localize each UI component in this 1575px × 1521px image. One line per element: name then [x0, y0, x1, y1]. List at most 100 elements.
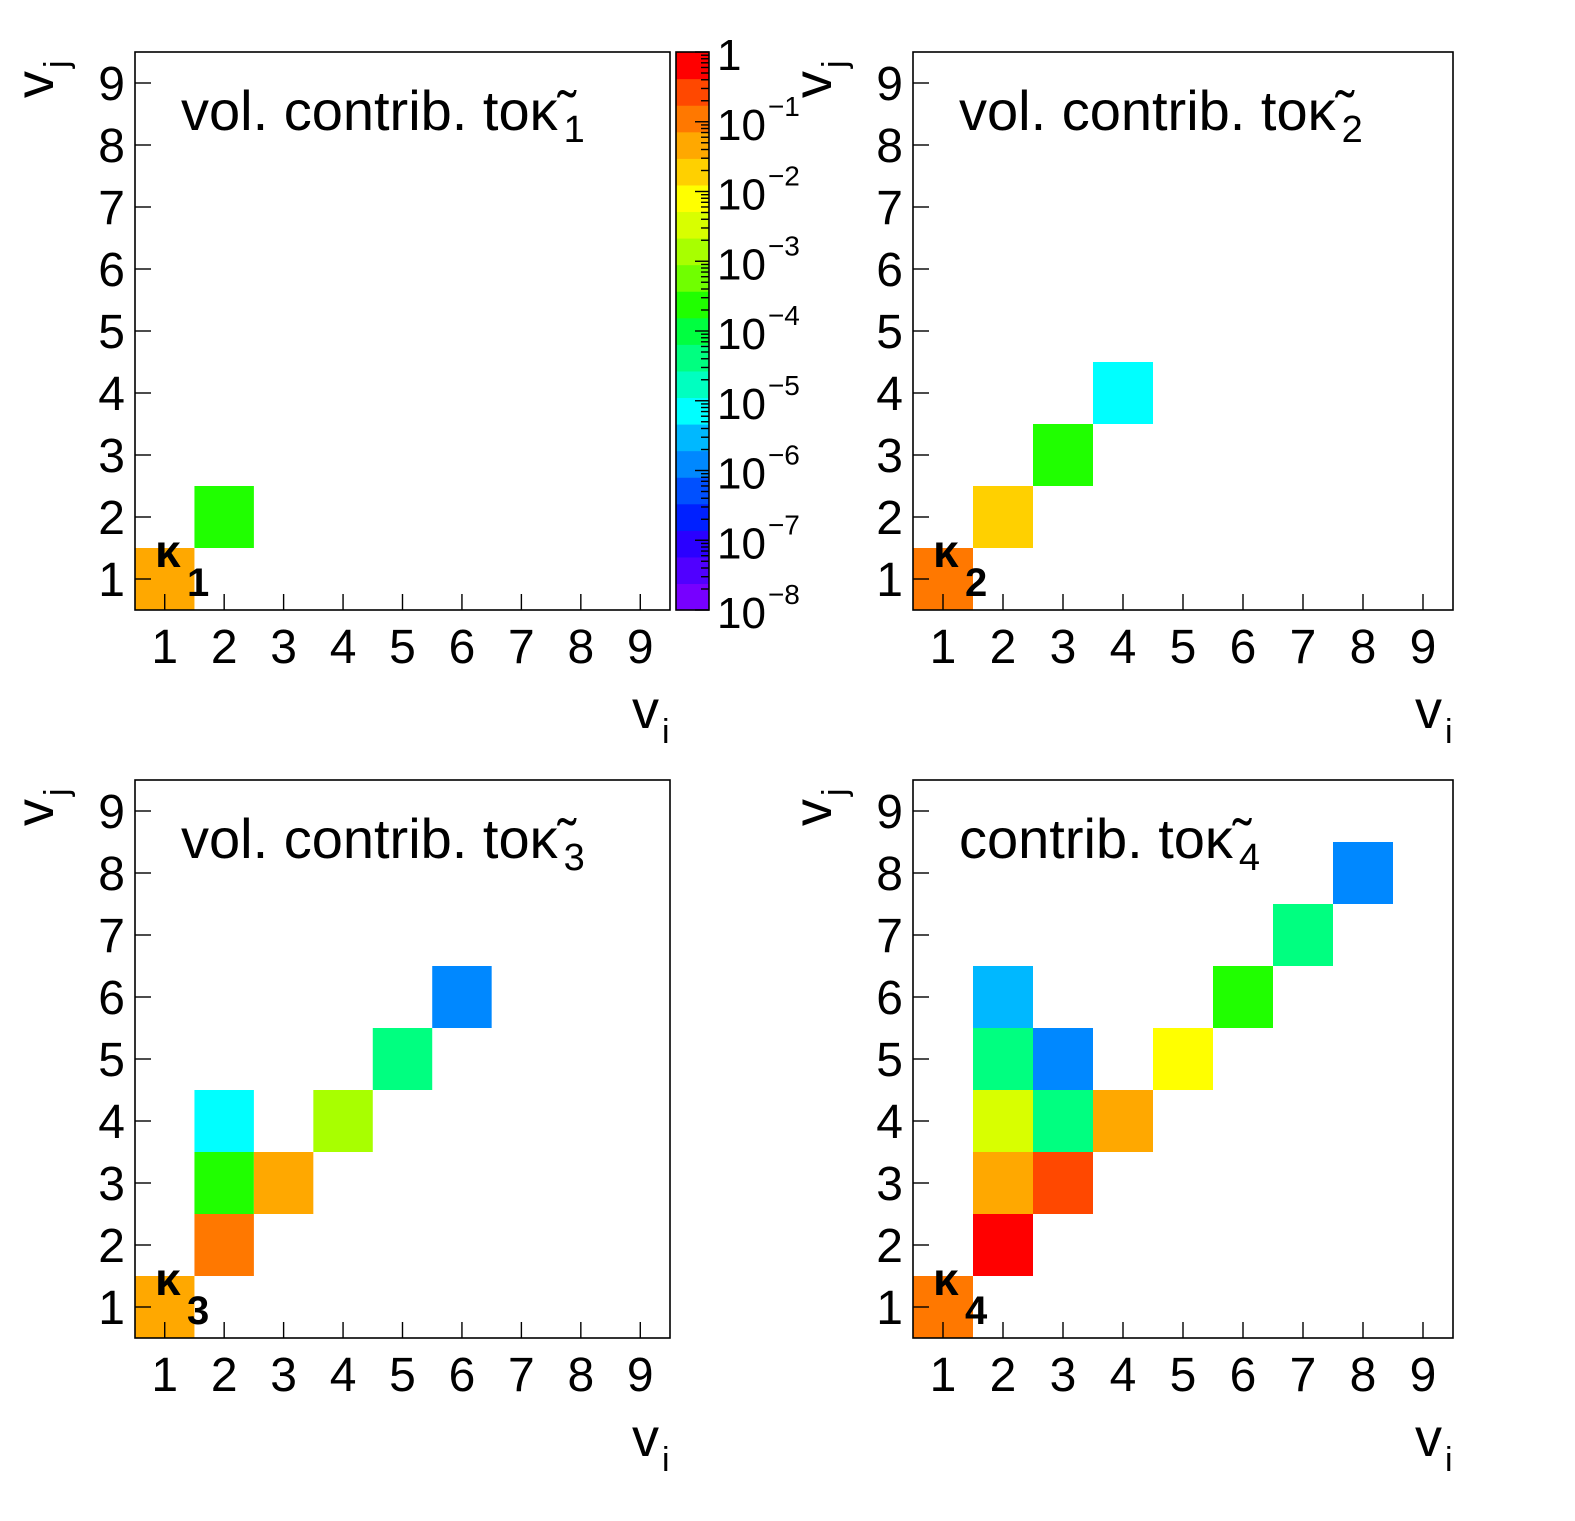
colorbar-segment — [676, 583, 709, 611]
heatmap-cell — [973, 486, 1033, 548]
y-tick-label: 3 — [876, 430, 903, 483]
heatmap-cell — [194, 1090, 254, 1152]
x-axis-label: v — [632, 1408, 659, 1468]
cumulant-label-sub: 2 — [965, 561, 987, 605]
cumulant-label-sub: 4 — [965, 1289, 988, 1333]
heatmap-cell — [1033, 1090, 1093, 1152]
x-tick-label: 5 — [389, 621, 416, 674]
y-tick-label: 6 — [98, 244, 125, 297]
y-axis-label: vj — [5, 60, 76, 98]
colorbar-tick-exponent: −8 — [768, 579, 800, 610]
panel-title: vol. contrib. to — [959, 79, 1308, 142]
panel-title: vol. contrib. to — [181, 79, 530, 142]
x-axis-label-sub: i — [1445, 713, 1453, 751]
x-tick-label: 5 — [1170, 1349, 1197, 1402]
x-tick-label: 8 — [1350, 1349, 1377, 1402]
heatmap-cell — [194, 1214, 254, 1276]
panel-title: contrib. to — [959, 807, 1205, 870]
y-axis-label-main: v — [783, 799, 843, 826]
colorbar-tick-label: 10 — [717, 380, 766, 429]
y-tick-label: 9 — [876, 58, 903, 111]
x-tick-label: 3 — [1050, 621, 1077, 674]
y-tick-label: 9 — [876, 786, 903, 839]
heatmap-cell — [973, 966, 1033, 1028]
heatmap-cell — [253, 1152, 314, 1214]
x-tick-label: 8 — [1350, 621, 1377, 674]
heatmap-cell — [973, 1028, 1033, 1090]
heatmap-cell — [1333, 842, 1393, 904]
heatmap-cell — [973, 1090, 1033, 1152]
colorbar-tick-exponent: −1 — [768, 91, 800, 122]
y-tick-label: 6 — [876, 244, 903, 297]
x-tick-label: 4 — [330, 1349, 357, 1402]
y-axis-label: vj — [5, 788, 76, 826]
y-tick-label: 1 — [98, 554, 125, 607]
heatmap-cell — [313, 1090, 373, 1152]
colorbar-tick-exponent: −3 — [768, 230, 800, 261]
colorbar-tick-exponent: −6 — [768, 440, 800, 471]
x-tick-label: 7 — [1290, 621, 1317, 674]
cumulant-label-sub: 1 — [187, 561, 209, 605]
y-tick-label: 8 — [98, 848, 125, 901]
y-axis-label-main: v — [5, 71, 65, 98]
colorbar: 10 −810 −710 −610 −510 −410 −310 −210 −11 — [675, 31, 800, 638]
y-tick-label: 2 — [876, 492, 903, 545]
heatmap-cell — [973, 1214, 1033, 1276]
x-tick-label: 7 — [508, 621, 535, 674]
x-tick-label: 2 — [990, 621, 1017, 674]
colorbar-tick-label: 10 — [717, 589, 766, 638]
colorbar-segment — [676, 105, 709, 133]
y-tick-label: 1 — [98, 1282, 125, 1335]
x-axis-label: v — [632, 680, 659, 740]
cumulant-label: κ — [155, 1253, 181, 1305]
y-tick-label: 9 — [98, 786, 125, 839]
y-tick-label: 1 — [876, 1282, 903, 1335]
y-tick-label: 3 — [876, 1158, 903, 1211]
y-tick-label: 7 — [98, 182, 125, 235]
colorbar-segment — [676, 131, 709, 159]
y-tick-label: 6 — [876, 972, 903, 1025]
x-tick-label: 8 — [567, 1349, 594, 1402]
colorbar-tick-exponent: −7 — [768, 509, 800, 540]
x-tick-label: 8 — [567, 621, 594, 674]
y-tick-label: 5 — [98, 306, 125, 359]
y-tick-label: 2 — [98, 492, 125, 545]
y-tick-label: 1 — [876, 554, 903, 607]
heatmap-cell — [1213, 966, 1273, 1028]
x-tick-label: 6 — [1230, 1349, 1257, 1402]
x-tick-label: 7 — [508, 1349, 535, 1402]
heatmap-cell — [1033, 424, 1093, 486]
y-tick-label: 8 — [98, 120, 125, 173]
y-tick-label: 3 — [98, 430, 125, 483]
y-tick-label: 8 — [876, 120, 903, 173]
x-tick-label: 3 — [270, 621, 297, 674]
colorbar-tick-exponent: −4 — [768, 300, 800, 331]
y-tick-label: 8 — [876, 848, 903, 901]
heatmap-cell — [432, 966, 492, 1028]
y-tick-label: 4 — [876, 1096, 903, 1149]
heatmap-cell — [372, 1028, 433, 1090]
colorbar-segment — [676, 291, 709, 319]
colorbar-segment — [676, 211, 709, 239]
y-axis-label-sub: j — [816, 60, 854, 69]
x-tick-label: 7 — [1290, 1349, 1317, 1402]
panel-title-sub: 3 — [564, 837, 585, 879]
y-tick-label: 7 — [876, 910, 903, 963]
x-tick-label: 2 — [211, 621, 238, 674]
x-tick-label: 1 — [930, 621, 957, 674]
y-tick-label: 4 — [98, 368, 125, 421]
y-tick-label: 5 — [876, 306, 903, 359]
y-tick-label: 5 — [876, 1034, 903, 1087]
y-axis-label-main: v — [783, 71, 843, 98]
x-tick-label: 6 — [449, 1349, 476, 1402]
heatmap-cell — [1153, 1028, 1213, 1090]
x-axis-label-sub: i — [662, 1441, 670, 1479]
colorbar-tick-label: 10 — [717, 101, 766, 150]
colorbar-segment — [676, 78, 709, 106]
x-axis-label-sub: i — [1445, 1441, 1453, 1479]
